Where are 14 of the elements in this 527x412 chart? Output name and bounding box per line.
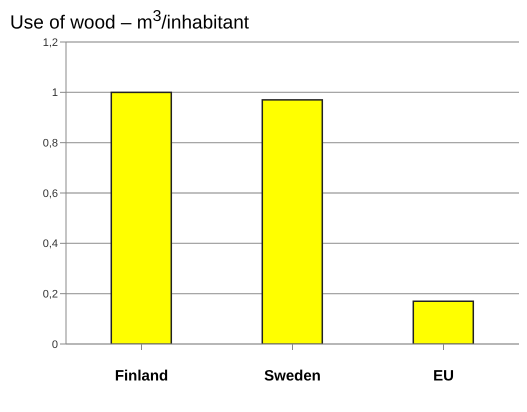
y-tick-label: 1 [52,88,58,100]
bar [110,92,172,344]
x-tick-label: EU [433,368,454,385]
bar [412,300,474,344]
y-tick-label: 0,8 [42,138,58,150]
y-tick-label: 1,2 [42,37,58,50]
chart-title: Use of wood – m$^{3}$/inhabitant [10,8,250,34]
y-tick-label: 0,2 [42,288,58,301]
y-tick-label: 0,4 [42,238,58,251]
x-tick-label: Sweden [264,368,321,385]
bar [262,99,324,344]
y-tick-label: 0 [52,339,58,352]
y-tick-label: 0,6 [42,188,58,200]
x-tick-label: Finland [114,368,168,385]
